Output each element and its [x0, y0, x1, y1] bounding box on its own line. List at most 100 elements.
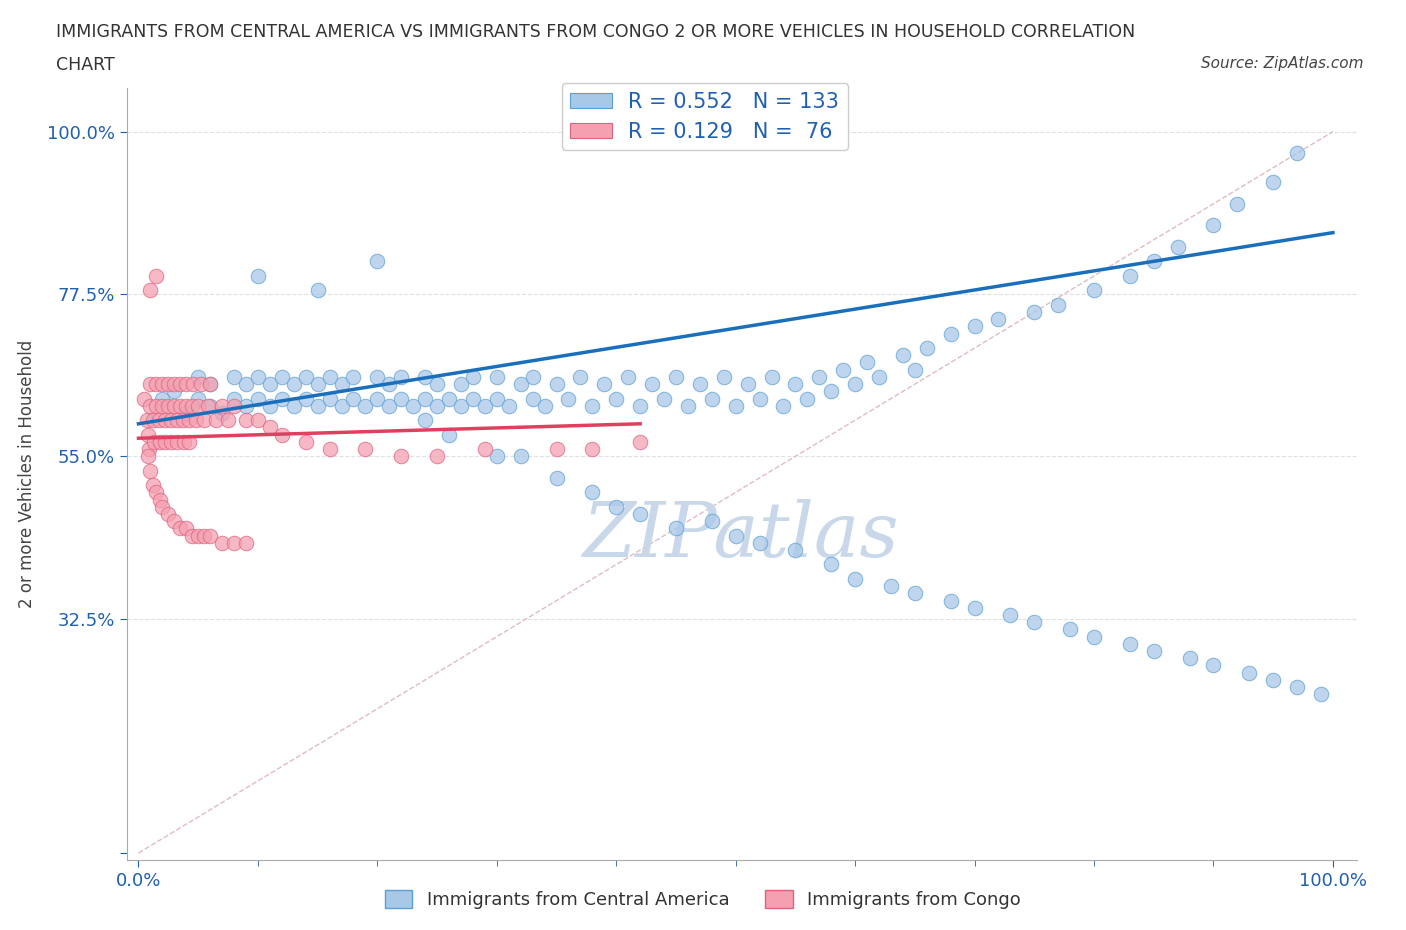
Point — [402, 398, 425, 413]
Point — [136, 449, 159, 464]
Point — [354, 442, 377, 457]
Point — [1143, 644, 1166, 658]
Point — [509, 377, 531, 392]
Point — [235, 377, 257, 392]
Point — [163, 398, 186, 413]
Point — [1000, 607, 1022, 622]
Point — [581, 485, 603, 499]
Point — [1059, 622, 1081, 637]
Point — [378, 377, 401, 392]
Point — [330, 377, 353, 392]
Point — [259, 377, 281, 392]
Point — [546, 471, 568, 485]
Point — [413, 413, 436, 428]
Point — [509, 449, 531, 464]
Point — [222, 398, 245, 413]
Point — [235, 398, 257, 413]
Y-axis label: 2 or more Vehicles in Household: 2 or more Vehicles in Household — [18, 340, 35, 608]
Point — [1024, 615, 1046, 630]
Point — [174, 377, 197, 392]
Point — [307, 377, 329, 392]
Point — [546, 377, 568, 392]
Point — [150, 398, 173, 413]
Point — [700, 513, 723, 528]
Point — [1263, 672, 1285, 687]
Point — [724, 528, 747, 543]
Point — [318, 442, 340, 457]
Point — [569, 369, 592, 384]
Point — [904, 363, 927, 378]
Point — [159, 434, 181, 449]
Point — [135, 413, 157, 428]
Point — [198, 398, 221, 413]
Point — [187, 369, 209, 384]
Point — [1263, 175, 1285, 190]
Point — [904, 586, 927, 601]
Point — [713, 369, 735, 384]
Point — [426, 377, 449, 392]
Point — [197, 398, 219, 413]
Point — [139, 377, 162, 392]
Point — [138, 442, 160, 457]
Point — [198, 528, 221, 543]
Legend: Immigrants from Central America, Immigrants from Congo: Immigrants from Central America, Immigra… — [378, 883, 1028, 916]
Point — [193, 413, 215, 428]
Text: ZIPatlas: ZIPatlas — [583, 499, 900, 573]
Point — [856, 355, 879, 370]
Point — [174, 398, 197, 413]
Point — [785, 377, 807, 392]
Point — [1047, 298, 1070, 312]
Legend: R = 0.552   N = 133, R = 0.129   N =  76: R = 0.552 N = 133, R = 0.129 N = 76 — [562, 84, 848, 151]
Point — [134, 392, 156, 406]
Point — [222, 536, 245, 551]
Point — [868, 369, 890, 384]
Point — [139, 398, 162, 413]
Point — [1083, 283, 1105, 298]
Text: Source: ZipAtlas.com: Source: ZipAtlas.com — [1201, 56, 1364, 71]
Point — [184, 413, 207, 428]
Point — [190, 377, 212, 392]
Point — [235, 536, 257, 551]
Point — [772, 398, 794, 413]
Point — [145, 377, 167, 392]
Point — [149, 434, 172, 449]
Point — [676, 398, 699, 413]
Point — [689, 377, 711, 392]
Point — [187, 528, 209, 543]
Point — [145, 398, 167, 413]
Point — [270, 369, 292, 384]
Point — [820, 557, 842, 572]
Point — [169, 398, 191, 413]
Point — [1119, 636, 1142, 651]
Point — [153, 413, 176, 428]
Point — [283, 398, 305, 413]
Point — [700, 392, 723, 406]
Point — [198, 377, 221, 392]
Point — [963, 601, 986, 616]
Point — [820, 384, 842, 399]
Point — [205, 413, 228, 428]
Point — [522, 392, 544, 406]
Point — [157, 507, 180, 522]
Point — [474, 398, 496, 413]
Point — [198, 377, 221, 392]
Point — [987, 312, 1010, 326]
Point — [153, 434, 176, 449]
Point — [581, 398, 603, 413]
Point — [150, 377, 173, 392]
Point — [426, 398, 449, 413]
Point — [605, 499, 627, 514]
Point — [193, 528, 215, 543]
Point — [246, 369, 269, 384]
Point — [641, 377, 664, 392]
Point — [557, 392, 579, 406]
Point — [808, 369, 831, 384]
Point — [546, 442, 568, 457]
Point — [628, 434, 651, 449]
Point — [1202, 658, 1225, 673]
Point — [1083, 630, 1105, 644]
Point — [1167, 240, 1189, 255]
Point — [389, 392, 412, 406]
Point — [1119, 269, 1142, 284]
Point — [259, 398, 281, 413]
